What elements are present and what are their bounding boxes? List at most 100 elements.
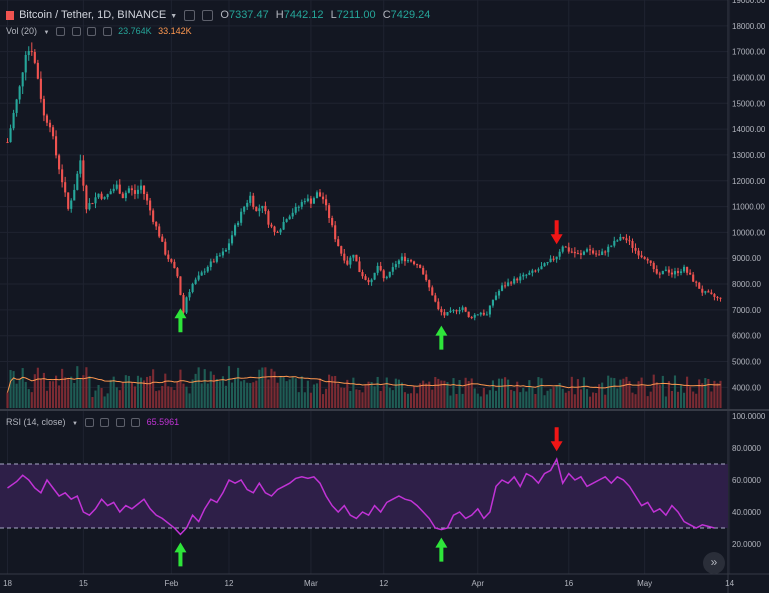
- candle-body: [500, 285, 504, 291]
- candle-body: [18, 86, 21, 100]
- volume-bar: [197, 367, 200, 408]
- volume-bar: [513, 391, 516, 408]
- rsi-line-path: [7, 457, 715, 536]
- volume-bar: [149, 375, 152, 408]
- candle-body: [655, 269, 658, 274]
- volume-bar: [97, 385, 100, 408]
- close-icon[interactable]: [115, 418, 125, 428]
- volume-bar: [440, 380, 443, 408]
- candle-body: [334, 225, 337, 240]
- volume-bar: [664, 396, 667, 408]
- candle-body: [394, 264, 397, 268]
- candle-body: [607, 246, 610, 253]
- candle-body: [118, 184, 121, 194]
- hide-icon[interactable]: [56, 27, 66, 37]
- volume-bar: [279, 376, 282, 408]
- volume-bar: [701, 383, 704, 408]
- candle-body: [270, 224, 273, 227]
- hide-icon[interactable]: [184, 9, 196, 21]
- chevron-down-icon[interactable]: ▼: [170, 13, 178, 20]
- volume-bar: [652, 374, 655, 408]
- candle-body: [15, 99, 18, 113]
- candle-body: [667, 269, 670, 273]
- candle-body: [695, 281, 698, 283]
- price-tick-label: 15000.00: [732, 99, 766, 108]
- volume-bar: [285, 381, 288, 408]
- volume-bar: [376, 376, 379, 408]
- settings-icon[interactable]: [71, 27, 81, 37]
- scroll-to-latest-button[interactable]: »: [703, 552, 725, 574]
- volume-bar: [637, 381, 640, 408]
- volume-bar: [546, 390, 549, 408]
- volume-bar: [582, 377, 586, 408]
- price-tick-label: 6000.00: [732, 332, 761, 341]
- volume-bar: [558, 382, 561, 408]
- chevron-down-icon[interactable]: ▼: [43, 30, 50, 36]
- candle-body: [67, 192, 70, 209]
- volume-bar: [158, 390, 161, 408]
- volume-bar: [610, 377, 613, 408]
- candle-body: [683, 266, 686, 272]
- candle-body: [534, 270, 537, 272]
- candle-body: [625, 238, 628, 241]
- candle-body: [136, 189, 140, 194]
- volume-bar: [176, 381, 179, 408]
- volume-bar: [400, 382, 403, 408]
- volume-bar: [273, 371, 276, 408]
- volume-bar: [82, 375, 85, 408]
- settings-icon[interactable]: [100, 418, 110, 428]
- more-icon[interactable]: [102, 27, 112, 37]
- volume-bar: [385, 377, 388, 408]
- candle-body: [470, 317, 473, 319]
- candle-body: [315, 192, 319, 199]
- volume-bar: [540, 378, 543, 408]
- candle-body: [400, 256, 403, 261]
- candle-body: [58, 155, 61, 170]
- rsi-band-fill: [0, 464, 728, 528]
- volume-bar: [76, 366, 79, 408]
- candle-body: [170, 259, 173, 262]
- rsi-title[interactable]: RSI (14, close): [6, 417, 66, 427]
- volume-bar: [388, 387, 391, 408]
- settings-icon[interactable]: [202, 9, 214, 21]
- rsi-axis[interactable]: 100.0000 80.0000 60.0000 40.0000 20.0000: [732, 412, 766, 549]
- volume-bar: [39, 379, 42, 408]
- candle-body: [361, 272, 364, 277]
- candle-body: [39, 78, 42, 99]
- candle-body: [112, 188, 115, 192]
- candle-body: [185, 297, 188, 313]
- symbol-title[interactable]: Bitcoin / Tether, 1D, BINANCE: [19, 9, 167, 21]
- candle-body: [64, 182, 67, 193]
- volume-bar: [452, 378, 455, 408]
- volume-bar: [628, 381, 631, 408]
- candle-body: [109, 191, 112, 195]
- volume-bar: [510, 389, 513, 408]
- volume-title[interactable]: Vol (20): [6, 26, 38, 36]
- candlesticks: [6, 42, 722, 321]
- candle-body: [264, 205, 267, 212]
- volume-bar: [500, 378, 504, 408]
- candle-body: [555, 256, 558, 260]
- hide-icon[interactable]: [84, 418, 94, 428]
- volume-bar: [464, 377, 467, 408]
- volume-bar: [112, 376, 115, 408]
- chevron-down-icon[interactable]: ▼: [72, 421, 78, 427]
- volume-bar: [504, 377, 507, 408]
- volume-bar: [270, 368, 273, 408]
- price-axis[interactable]: 19000.00 18000.00 17000.00 16000.00 15000.00…: [732, 0, 766, 392]
- more-icon[interactable]: [131, 418, 141, 428]
- volume-bar: [218, 381, 221, 408]
- candle-body: [467, 311, 470, 318]
- candle-body: [510, 282, 513, 284]
- candle-body: [91, 203, 94, 205]
- candle-body: [176, 268, 179, 277]
- candle-body: [601, 251, 604, 255]
- volume-bar: [15, 383, 18, 408]
- time-axis[interactable]: 18 15 Feb 12 Mar 12 Apr 16 May 14: [3, 579, 735, 588]
- close-icon[interactable]: [87, 27, 97, 37]
- candle-body: [704, 291, 707, 293]
- candle-body: [127, 188, 130, 193]
- volume-bar: [631, 392, 634, 408]
- candle-body: [546, 262, 549, 264]
